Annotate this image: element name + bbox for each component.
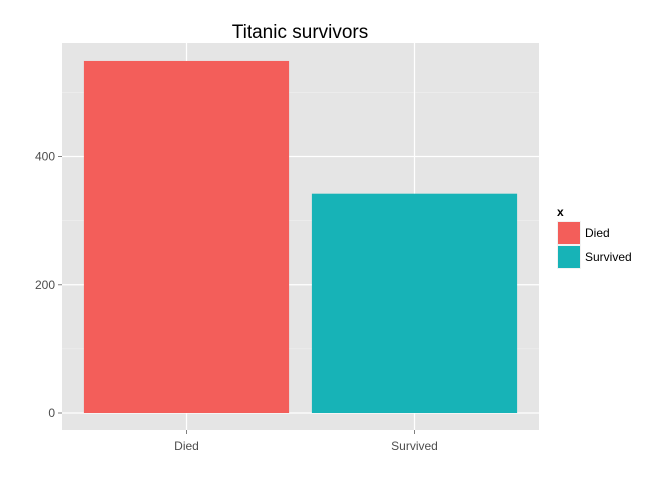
- legend-swatch-died: [558, 222, 580, 244]
- legend-label-died: Died: [585, 226, 610, 240]
- x-tick-label: Survived: [391, 439, 438, 453]
- y-axis: 0 200 400: [35, 150, 62, 420]
- y-tick-label: 400: [35, 150, 55, 164]
- legend-swatch-survived: [558, 246, 580, 268]
- legend: x Died Survived: [557, 205, 632, 269]
- x-tick-label: Died: [174, 439, 199, 453]
- bar-survived: [311, 193, 518, 413]
- legend-label-survived: Survived: [585, 250, 632, 264]
- bars: [83, 60, 518, 414]
- x-axis: Died Survived: [174, 430, 438, 453]
- y-tick-label: 0: [48, 406, 55, 420]
- chart-title: Titanic survivors: [232, 22, 369, 43]
- legend-title: x: [557, 205, 564, 219]
- y-tick-label: 200: [35, 278, 55, 292]
- bar-died: [83, 60, 290, 414]
